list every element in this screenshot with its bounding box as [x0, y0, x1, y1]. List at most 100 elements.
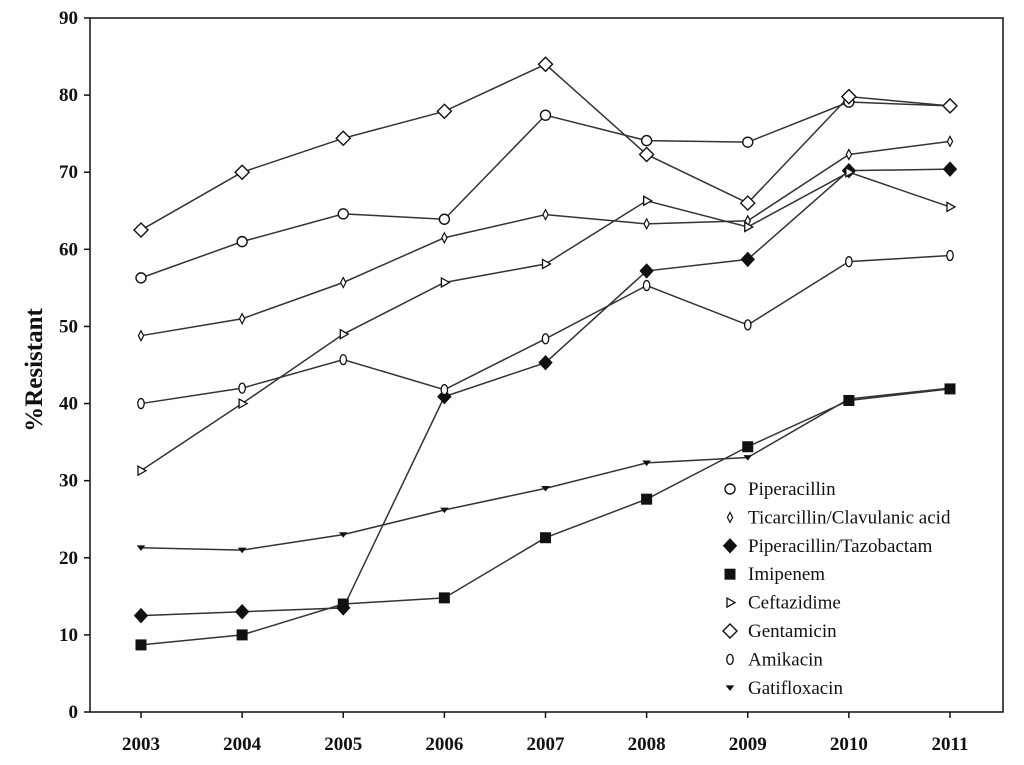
point-imipenem — [742, 441, 754, 453]
series-line-amikacin — [140, 254, 951, 405]
legend-marker-piperacillin-tazobactam — [722, 538, 738, 554]
point-amikacin — [946, 249, 954, 262]
legend-marker-gentamicin — [722, 623, 738, 639]
point-piperacillin-tazobactam — [639, 263, 654, 279]
point-ceftazidime — [642, 195, 653, 207]
axes: 0 10 20 30 40 50 60 70 80 90 2003 2004 2005 2006 2007 2… — [59, 8, 1004, 755]
point-imipenem — [641, 493, 653, 505]
point-piperacillin-tazobactam — [538, 354, 553, 371]
y-tick-label: 80 — [59, 85, 78, 106]
point-gatifloxacin — [541, 485, 550, 492]
point-ceftazidime — [541, 258, 552, 270]
point-ticarcillin-clavulanic-acid — [946, 135, 954, 148]
x-tick-label: 2003 — [122, 734, 160, 755]
point-imipenem — [337, 598, 349, 610]
legend-label-imipenem: Imipenem — [748, 564, 825, 585]
x-tick-label: 2006 — [425, 734, 463, 755]
point-imipenem — [135, 639, 147, 651]
point-gatifloxacin — [237, 547, 247, 554]
point-ticarcillin-clavulanic-acid — [137, 329, 145, 342]
x-tick-label: 2007 — [527, 734, 566, 755]
point-gentamicin — [638, 146, 655, 163]
y-tick-label: 30 — [59, 471, 78, 492]
legend-label-gatifloxacin: Gatifloxacin — [748, 678, 843, 699]
point-piperacillin-tazobactam — [740, 251, 755, 268]
series-markers — [133, 56, 958, 651]
point-gentamicin — [537, 56, 554, 73]
point-piperacillin — [742, 136, 754, 148]
point-piperacillin-tazobactam — [133, 607, 149, 624]
legend-label-gentamicin: Gentamicin — [748, 621, 837, 642]
point-ceftazidime — [339, 328, 350, 340]
point-ceftazidime — [845, 166, 856, 178]
point-gatifloxacin — [338, 532, 348, 538]
point-imipenem — [236, 629, 248, 641]
point-gentamicin — [234, 164, 251, 181]
point-piperacillin — [236, 235, 248, 248]
legend-marker-piperacillin — [724, 483, 736, 495]
point-gatifloxacin — [136, 545, 146, 551]
legend-marker-ticarcillin-clavulanic-acid — [726, 511, 734, 524]
point-amikacin — [845, 256, 853, 268]
point-piperacillin-tazobactam — [437, 388, 452, 405]
point-piperacillin — [640, 134, 653, 147]
point-ceftazidime — [238, 397, 249, 410]
y-tick-label: 40 — [59, 394, 78, 415]
point-amikacin — [137, 397, 145, 410]
point-ticarcillin-clavulanic-acid — [339, 276, 347, 289]
point-gentamicin — [942, 97, 958, 114]
point-ticarcillin-clavulanic-acid — [238, 312, 246, 326]
x-tick-label: 2005 — [324, 734, 362, 755]
x-tick-label: 2008 — [628, 734, 666, 755]
legend: Piperacillin Ticarcillin/Clavulanic acid P… — [722, 479, 951, 699]
legend-label-piperacillin-tazobactam: Piperacillin/Tazobactam — [748, 536, 933, 557]
legend-marker-imipenem — [724, 568, 736, 580]
point-gatifloxacin — [743, 455, 753, 461]
point-ticarcillin-clavulanic-acid — [845, 148, 853, 161]
y-tick-label: 0 — [69, 702, 79, 723]
point-ceftazidime — [137, 465, 148, 477]
legend-label-ticarcillin-clavulanic-acid: Ticarcillin/Clavulanic acid — [748, 507, 951, 528]
y-tick-label: 60 — [59, 239, 78, 260]
legend-marker-gatifloxacin — [725, 685, 735, 691]
legend-label-ceftazidime: Ceftazidime — [748, 593, 841, 614]
legend-marker-ceftazidime — [726, 596, 737, 609]
point-ticarcillin-clavulanic-acid — [542, 208, 549, 221]
y-tick-label: 10 — [59, 625, 78, 646]
x-tick-label: 2010 — [830, 734, 868, 755]
plot-frame — [89, 17, 1004, 713]
point-amikacin — [541, 333, 550, 345]
x-tick-label: 2011 — [932, 734, 969, 755]
legend-label-piperacillin: Piperacillin — [748, 479, 836, 500]
point-piperacillin — [438, 213, 451, 225]
point-amikacin — [743, 319, 752, 331]
point-gentamicin — [335, 130, 352, 147]
point-piperacillin — [135, 272, 147, 284]
point-ceftazidime — [744, 221, 755, 233]
x-tick-label: 2009 — [729, 734, 767, 755]
y-tick-label: 90 — [59, 8, 78, 29]
point-gatifloxacin — [844, 396, 854, 403]
point-amikacin — [440, 384, 449, 396]
series-line-ticarcillin-clavulanic-acid — [140, 140, 951, 337]
y-axis-title: %Resistant — [21, 308, 48, 432]
series-lines — [140, 63, 951, 646]
point-gentamicin — [840, 88, 857, 105]
point-imipenem — [540, 532, 551, 544]
series-line-gentamicin — [140, 63, 951, 231]
y-tick-label: 70 — [59, 162, 78, 183]
legend-marker-amikacin — [726, 653, 734, 666]
y-tick-label: 20 — [59, 548, 78, 569]
point-gatifloxacin — [642, 460, 651, 467]
legend-label-amikacin: Amikacin — [748, 649, 823, 670]
point-ceftazidime — [440, 276, 451, 289]
point-piperacillin — [337, 208, 349, 220]
series-line-piperacillin — [140, 101, 951, 279]
x-tick-label: 2004 — [223, 734, 262, 755]
point-ticarcillin-clavulanic-acid — [441, 231, 448, 245]
point-gatifloxacin — [440, 507, 449, 514]
point-imipenem — [438, 592, 450, 604]
y-tick-label: 50 — [59, 316, 78, 337]
point-piperacillin-tazobactam — [942, 161, 958, 177]
